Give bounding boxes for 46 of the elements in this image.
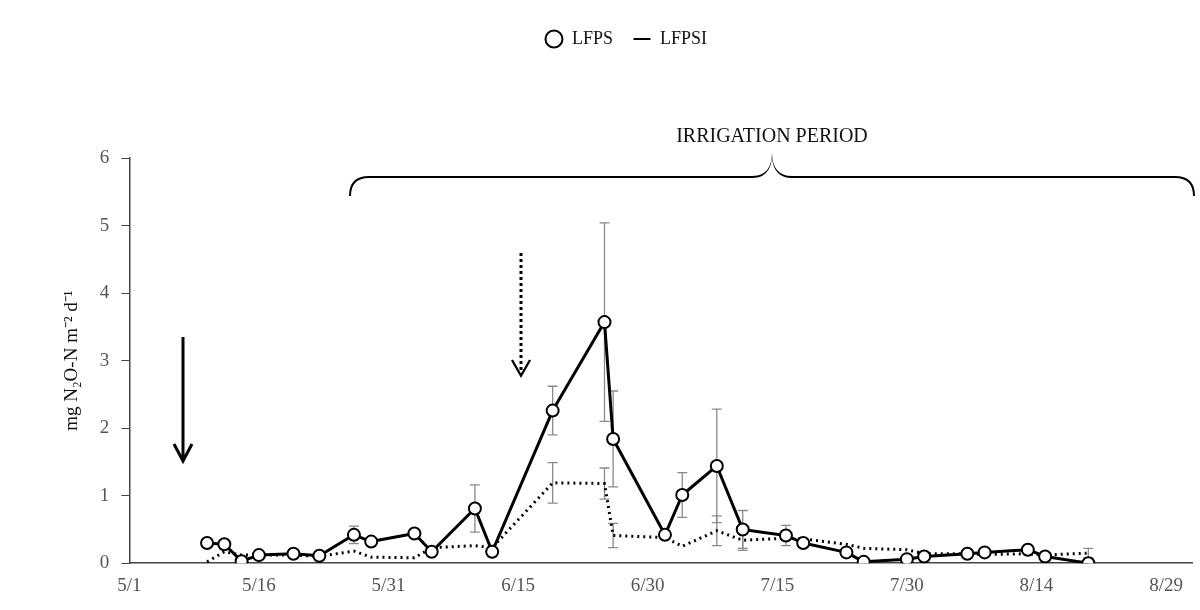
- point: [286, 546, 301, 561]
- point: [312, 548, 327, 563]
- point: [675, 487, 690, 502]
- point: [709, 458, 724, 473]
- x-tick-label: 7/30: [889, 573, 924, 595]
- x-tick-label: 6/15: [501, 573, 535, 595]
- x-tick-label: 5/1: [117, 573, 142, 595]
- x-tick-label: 8/14: [1019, 573, 1054, 595]
- point: [1038, 549, 1053, 564]
- point: [200, 535, 215, 550]
- point: [217, 537, 232, 552]
- point: [917, 549, 932, 564]
- y-tick-label: 0: [99, 551, 110, 573]
- point: [424, 544, 439, 559]
- point: [778, 528, 793, 543]
- legend-label: LFPS: [571, 27, 614, 48]
- point: [485, 544, 500, 559]
- point: [657, 527, 672, 542]
- y-tick-label: 3: [99, 348, 110, 370]
- x-tick-label: 8/29: [1149, 573, 1183, 595]
- point: [597, 315, 612, 330]
- x-tick-label: 6/30: [630, 573, 665, 595]
- point: [364, 534, 379, 549]
- point: [977, 545, 992, 560]
- point: [839, 545, 854, 560]
- x-tick-label: 5/31: [371, 573, 406, 595]
- point: [960, 546, 975, 561]
- y-tick-label: 6: [99, 145, 110, 167]
- point: [899, 552, 914, 564]
- y-tick-label: 4: [99, 281, 110, 303]
- y-tick-label: 2: [99, 416, 110, 438]
- point: [407, 526, 422, 541]
- point: [606, 431, 621, 446]
- y-axis-title: mg N₂O-N m⁻² d⁻¹: [60, 290, 82, 431]
- point: [1020, 542, 1035, 557]
- point: [467, 501, 482, 516]
- text: IRRIGATION PERIOD: [675, 124, 869, 147]
- y-tick-label: 1: [99, 483, 110, 505]
- point: [796, 535, 811, 550]
- x-tick-label: 7/15: [760, 573, 795, 595]
- y-tick-label: 5: [99, 213, 110, 235]
- legend-label: LFPSI: [660, 27, 708, 48]
- point: [545, 403, 560, 418]
- point: [251, 548, 266, 563]
- point: [735, 522, 750, 537]
- x-tick-label: 5/16: [242, 573, 276, 595]
